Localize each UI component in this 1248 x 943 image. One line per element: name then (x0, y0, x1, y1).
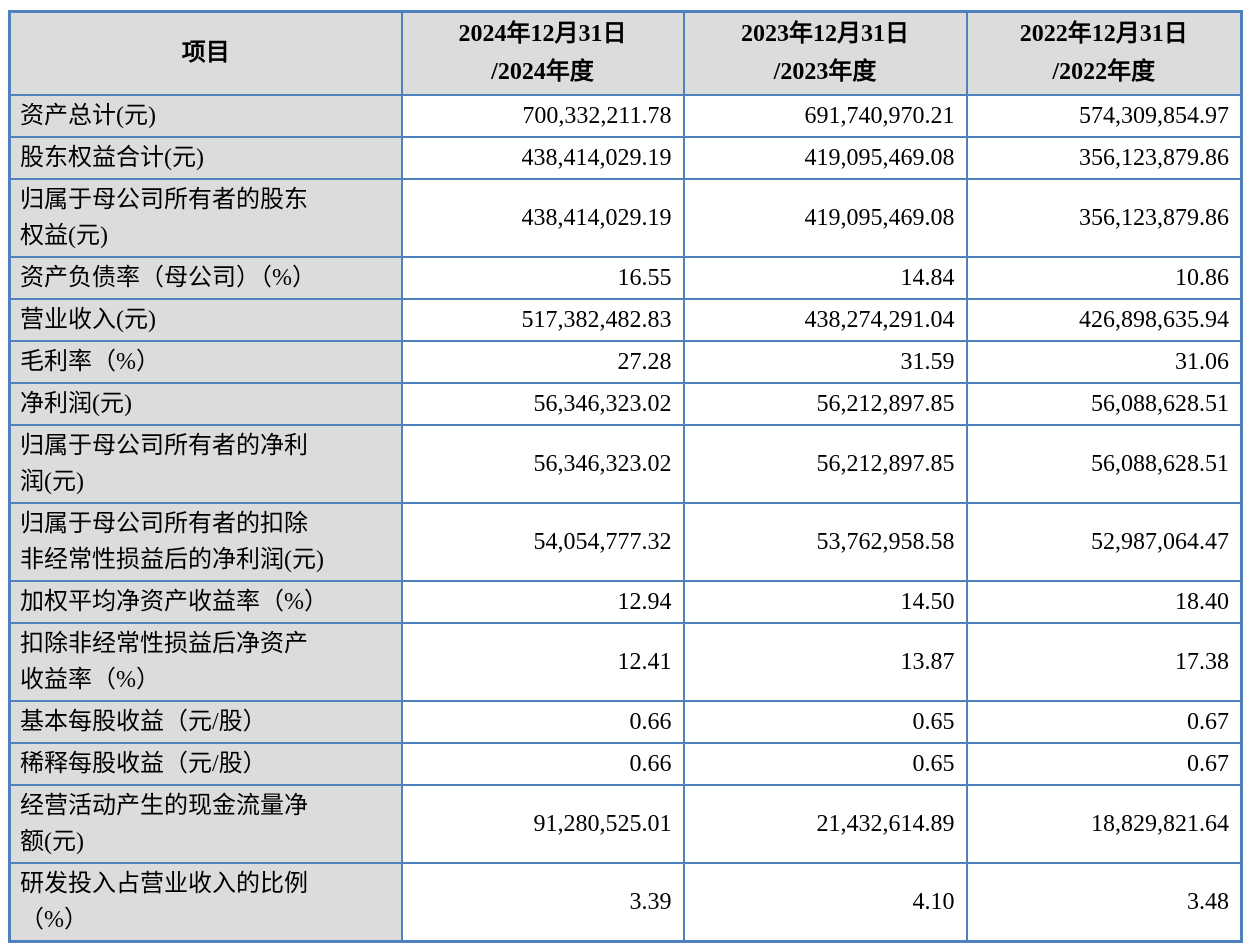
value-cell-2022: 18.40 (965, 579, 1243, 624)
row-label-cell: 加权平均净资产收益率（%） (8, 579, 403, 624)
value-cell-2022: 18,829,821.64 (965, 783, 1243, 864)
value-cell-2022: 10.86 (965, 255, 1243, 300)
value-cell-2022: 31.06 (965, 339, 1243, 384)
row-label-cell: 资产负债率（母公司）（%） (8, 255, 403, 300)
value-cell-2023: 0.65 (682, 699, 968, 744)
value-cell-2022: 3.48 (965, 861, 1243, 943)
value-cell-2024: 0.66 (400, 699, 685, 744)
table-row-weighted-roe: 加权平均净资产收益率（%） 12.94 14.50 18.40 (8, 579, 1243, 624)
value-cell-2024: 27.28 (400, 339, 685, 384)
value-cell-2024: 12.41 (400, 621, 685, 702)
value-cell-2023: 691,740,970.21 (682, 93, 968, 138)
value-cell-2022: 574,309,854.97 (965, 93, 1243, 138)
value-cell-2023: 53,762,958.58 (682, 501, 968, 582)
table-row-operating-cash-flow: 经营活动产生的现金流量净 额(元) 91,280,525.01 21,432,6… (8, 783, 1243, 864)
value-cell-2023: 13.87 (682, 621, 968, 702)
row-label-cell: 营业收入(元) (8, 297, 403, 342)
value-cell-2022: 52,987,064.47 (965, 501, 1243, 582)
row-label-cell: 归属于母公司所有者的扣除 非经常性损益后的净利润(元) (8, 501, 403, 582)
row-label-cell: 研发投入占营业收入的比例 （%） (8, 861, 403, 943)
value-cell-2023: 14.50 (682, 579, 968, 624)
table-row-total-assets: 资产总计(元) 700,332,211.78 691,740,970.21 57… (8, 93, 1243, 138)
value-cell-2024: 438,414,029.19 (400, 135, 685, 180)
row-label-cell: 股东权益合计(元) (8, 135, 403, 180)
header-period-2024: 2024年12月31日 /2024年度 (400, 10, 685, 96)
value-cell-2023: 31.59 (682, 339, 968, 384)
value-cell-2024: 3.39 (400, 861, 685, 943)
header-period-2022: 2022年12月31日 /2022年度 (965, 10, 1243, 96)
row-label-cell: 资产总计(元) (8, 93, 403, 138)
table-row-rd-ratio: 研发投入占营业收入的比例 （%） 3.39 4.10 3.48 (8, 861, 1243, 943)
value-cell-2024: 0.66 (400, 741, 685, 786)
value-cell-2023: 419,095,469.08 (682, 135, 968, 180)
row-label-cell: 归属于母公司所有者的股东 权益(元) (8, 177, 403, 258)
row-label-cell: 扣除非经常性损益后净资产 收益率（%） (8, 621, 403, 702)
row-label-cell: 毛利率（%） (8, 339, 403, 384)
value-cell-2023: 438,274,291.04 (682, 297, 968, 342)
header-item-column: 项目 (8, 10, 403, 96)
value-cell-2023: 56,212,897.85 (682, 381, 968, 426)
value-cell-2024: 56,346,323.02 (400, 381, 685, 426)
table-row-revenue: 营业收入(元) 517,382,482.83 438,274,291.04 42… (8, 297, 1243, 342)
value-cell-2022: 0.67 (965, 741, 1243, 786)
financial-summary-table: 项目 2024年12月31日 /2024年度 2023年12月31日 /2023… (8, 10, 1243, 943)
value-cell-2024: 700,332,211.78 (400, 93, 685, 138)
value-cell-2022: 56,088,628.51 (965, 423, 1243, 504)
value-cell-2024: 16.55 (400, 255, 685, 300)
value-cell-2022: 426,898,635.94 (965, 297, 1243, 342)
value-cell-2022: 0.67 (965, 699, 1243, 744)
value-cell-2024: 12.94 (400, 579, 685, 624)
value-cell-2023: 4.10 (682, 861, 968, 943)
value-cell-2023: 0.65 (682, 741, 968, 786)
value-cell-2024: 54,054,777.32 (400, 501, 685, 582)
value-cell-2023: 56,212,897.85 (682, 423, 968, 504)
value-cell-2024: 91,280,525.01 (400, 783, 685, 864)
row-label-cell: 基本每股收益（元/股） (8, 699, 403, 744)
row-label-cell: 净利润(元) (8, 381, 403, 426)
table-row-net-profit-parent: 归属于母公司所有者的净利 润(元) 56,346,323.02 56,212,8… (8, 423, 1243, 504)
document-page: 项目 2024年12月31日 /2024年度 2023年12月31日 /2023… (8, 10, 1243, 943)
header-period-2023: 2023年12月31日 /2023年度 (682, 10, 968, 96)
value-cell-2022: 56,088,628.51 (965, 381, 1243, 426)
value-cell-2024: 56,346,323.02 (400, 423, 685, 504)
value-cell-2023: 21,432,614.89 (682, 783, 968, 864)
value-cell-2023: 419,095,469.08 (682, 177, 968, 258)
table-header-row: 项目 2024年12月31日 /2024年度 2023年12月31日 /2023… (8, 10, 1243, 96)
value-cell-2023: 14.84 (682, 255, 968, 300)
row-label-cell: 经营活动产生的现金流量净 额(元) (8, 783, 403, 864)
value-cell-2024: 438,414,029.19 (400, 177, 685, 258)
table-row-diluted-eps: 稀释每股收益（元/股） 0.66 0.65 0.67 (8, 741, 1243, 786)
table-row-net-profit: 净利润(元) 56,346,323.02 56,212,897.85 56,08… (8, 381, 1243, 426)
table-row-gross-margin: 毛利率（%） 27.28 31.59 31.06 (8, 339, 1243, 384)
row-label-cell: 稀释每股收益（元/股） (8, 741, 403, 786)
value-cell-2024: 517,382,482.83 (400, 297, 685, 342)
table-row-deducted-roe: 扣除非经常性损益后净资产 收益率（%） 12.41 13.87 17.38 (8, 621, 1243, 702)
table-row-net-profit-deducted: 归属于母公司所有者的扣除 非经常性损益后的净利润(元) 54,054,777.3… (8, 501, 1243, 582)
value-cell-2022: 17.38 (965, 621, 1243, 702)
table-row-equity-parent: 归属于母公司所有者的股东 权益(元) 438,414,029.19 419,09… (8, 177, 1243, 258)
row-label-cell: 归属于母公司所有者的净利 润(元) (8, 423, 403, 504)
value-cell-2022: 356,123,879.86 (965, 135, 1243, 180)
table-row-basic-eps: 基本每股收益（元/股） 0.66 0.65 0.67 (8, 699, 1243, 744)
table-row-total-equity: 股东权益合计(元) 438,414,029.19 419,095,469.08 … (8, 135, 1243, 180)
table-row-debt-ratio: 资产负债率（母公司）（%） 16.55 14.84 10.86 (8, 255, 1243, 300)
value-cell-2022: 356,123,879.86 (965, 177, 1243, 258)
